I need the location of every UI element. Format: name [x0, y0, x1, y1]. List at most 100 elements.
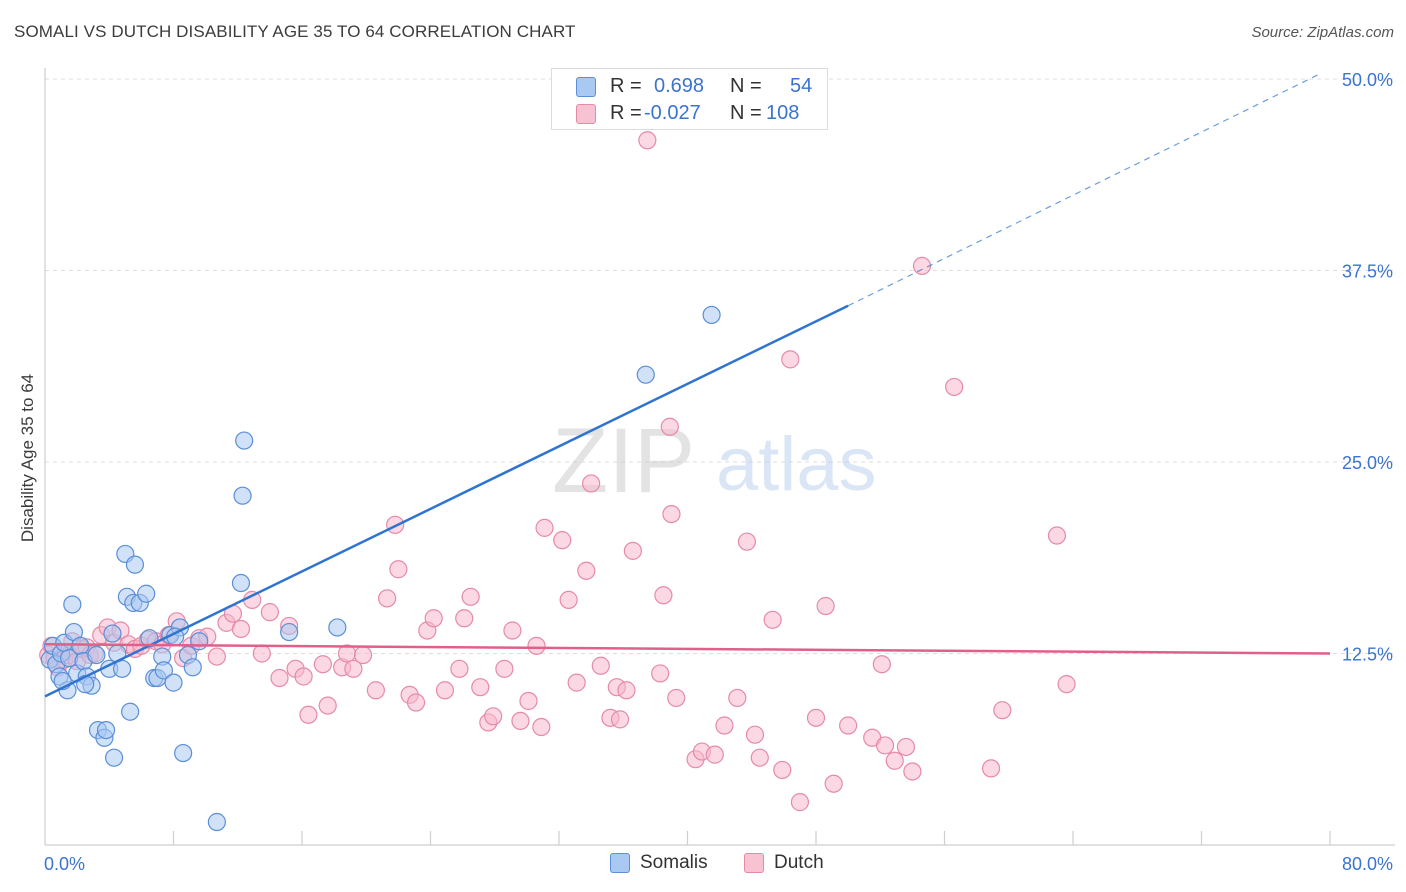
- somali-point: [121, 702, 140, 721]
- legend-n-label-dutch: N =: [730, 102, 762, 124]
- dutch-point: [824, 774, 843, 793]
- somali-trend-line: [44, 304, 849, 698]
- somali-point: [164, 673, 183, 692]
- somali-point: [702, 305, 721, 325]
- dutch-point: [839, 716, 858, 735]
- dutch-point: [715, 716, 734, 735]
- somali-point: [233, 486, 252, 505]
- dutch-point: [651, 664, 670, 683]
- dutch-point: [519, 691, 538, 711]
- dutch-point: [260, 603, 279, 622]
- dutch-point: [559, 590, 578, 609]
- dutch-trend-line: [44, 643, 1331, 655]
- dutch-swatch: [576, 104, 596, 124]
- dutch-point: [378, 589, 397, 608]
- dutch-point: [591, 656, 610, 675]
- dutch-point: [535, 518, 554, 537]
- correlation-legend: R = 0.698 N = 54 R = -0.027 N = 108: [551, 68, 828, 130]
- legend-item-somalis: Somalis: [610, 852, 708, 874]
- dutch-point: [344, 659, 363, 678]
- dutch-point: [806, 708, 826, 727]
- dutch-point: [903, 762, 922, 781]
- somali-series: [40, 305, 721, 832]
- dutch-point: [981, 759, 1001, 778]
- somali-point: [103, 624, 122, 643]
- somali-point: [137, 584, 156, 603]
- dutch-point: [773, 760, 792, 780]
- legend-r-value-dutch: -0.027: [644, 102, 701, 124]
- dutch-point: [993, 701, 1012, 720]
- legend-n-value-dutch: 108: [766, 102, 800, 124]
- x-tick-label-min: 0.0%: [44, 854, 85, 874]
- somali-point: [104, 748, 124, 767]
- somali-point: [231, 573, 251, 593]
- dutch-point: [660, 417, 679, 436]
- dutch-point: [553, 531, 572, 550]
- tick-labels: 12.5% 25.0% 37.5% 50.0% 0.0% 80.0%: [44, 70, 1393, 874]
- somali-point: [154, 661, 173, 680]
- y-tick-label: 50.0%: [1342, 70, 1393, 90]
- dutch-point: [424, 609, 443, 628]
- dutch-point: [1047, 526, 1067, 545]
- dutch-point: [763, 610, 782, 629]
- dutch-point: [610, 710, 630, 729]
- somali-point: [190, 632, 209, 651]
- dutch-point: [790, 793, 810, 812]
- axes: [44, 68, 1395, 846]
- y-tick-label: 25.0%: [1342, 453, 1393, 473]
- dutch-point: [567, 673, 586, 692]
- dutch-legend-label: Dutch: [774, 852, 824, 873]
- y-tick-label: 37.5%: [1342, 262, 1393, 282]
- dutch-point: [455, 609, 474, 628]
- legend-item-dutch: Dutch: [744, 852, 824, 874]
- dutch-point: [816, 596, 835, 616]
- dutch-point: [299, 705, 318, 724]
- dutch-point: [737, 532, 757, 551]
- somalis-legend-swatch: [610, 853, 630, 873]
- dutch-point: [406, 693, 426, 712]
- dutch-point: [745, 725, 765, 744]
- x-tick-label-max: 80.0%: [1342, 854, 1393, 874]
- dutch-point: [667, 688, 686, 708]
- dutch-point: [705, 745, 724, 764]
- legend-r-label-somali: R =: [610, 75, 642, 97]
- trend-lines: [44, 72, 1331, 698]
- dutch-point: [270, 668, 289, 688]
- grid-lines: [45, 78, 1395, 654]
- dutch-point: [313, 655, 332, 674]
- legend-r-value-somali: 0.698: [654, 75, 705, 97]
- legend-r-label-dutch: R =: [610, 102, 642, 124]
- dutch-point: [617, 681, 636, 700]
- somali-point: [636, 365, 655, 384]
- dutch-point: [662, 504, 681, 524]
- dutch-point: [503, 621, 522, 640]
- dutch-point: [484, 707, 503, 726]
- watermark-atlas: atlas: [716, 422, 877, 507]
- somali-point: [280, 622, 299, 642]
- dutch-point: [389, 560, 408, 579]
- somali-point: [328, 618, 347, 637]
- dutch-point: [885, 751, 904, 770]
- somali-point: [207, 812, 226, 832]
- source-label: Source: ZipAtlas.com: [1251, 24, 1394, 41]
- somali-point: [235, 431, 254, 450]
- dutch-point: [750, 748, 769, 767]
- dutch-point: [511, 711, 530, 731]
- somali-point: [125, 555, 145, 574]
- somalis-legend-label: Somalis: [640, 852, 708, 873]
- somali-point: [63, 595, 82, 614]
- dutch-point: [461, 587, 480, 606]
- dutch-point: [294, 667, 313, 686]
- dutch-legend-swatch: [744, 853, 764, 873]
- dutch-point: [450, 659, 469, 678]
- y-tick-label: 12.5%: [1342, 645, 1393, 665]
- dutch-point: [252, 644, 271, 663]
- dutch-point: [366, 681, 385, 700]
- legend-n-label-somali: N =: [730, 75, 762, 97]
- dutch-point: [872, 655, 891, 674]
- dutch-point: [532, 717, 551, 737]
- somali-point: [96, 720, 116, 740]
- dutch-point: [623, 541, 642, 560]
- dutch-point: [945, 377, 964, 397]
